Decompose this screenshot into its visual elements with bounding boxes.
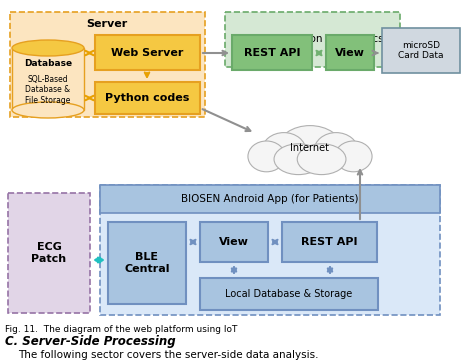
Ellipse shape <box>248 141 285 172</box>
Ellipse shape <box>12 40 84 56</box>
FancyBboxPatch shape <box>95 82 200 114</box>
Text: Web Server: Web Server <box>111 48 184 57</box>
Text: Server: Server <box>86 19 128 29</box>
Text: View: View <box>219 237 249 247</box>
Text: REST API: REST API <box>244 48 300 57</box>
Text: ECG
Patch: ECG Patch <box>31 242 66 264</box>
Ellipse shape <box>12 102 84 118</box>
Text: BLE
Central: BLE Central <box>124 252 170 274</box>
Text: Web Application (for Medics): Web Application (for Medics) <box>237 34 387 45</box>
Text: The following sector covers the server-side data analysis.: The following sector covers the server-s… <box>18 350 319 360</box>
FancyBboxPatch shape <box>225 12 400 67</box>
Ellipse shape <box>274 144 323 175</box>
FancyBboxPatch shape <box>95 35 200 70</box>
Ellipse shape <box>262 132 306 169</box>
Text: Python codes: Python codes <box>105 93 190 103</box>
FancyBboxPatch shape <box>382 28 460 73</box>
Text: BIOSEN Android App (for Patients): BIOSEN Android App (for Patients) <box>181 194 359 204</box>
FancyBboxPatch shape <box>100 185 440 315</box>
FancyBboxPatch shape <box>108 222 186 304</box>
Text: Fig. 11.  The diagram of the web platform using IoT: Fig. 11. The diagram of the web platform… <box>5 325 237 334</box>
FancyBboxPatch shape <box>232 35 312 70</box>
Ellipse shape <box>297 144 346 175</box>
Ellipse shape <box>314 132 358 169</box>
Text: SQL-Based
Database &
File Storage: SQL-Based Database & File Storage <box>25 75 71 105</box>
FancyBboxPatch shape <box>100 185 440 213</box>
Text: C. Server-Side Processing: C. Server-Side Processing <box>5 335 176 348</box>
FancyBboxPatch shape <box>8 193 90 313</box>
FancyBboxPatch shape <box>200 222 268 262</box>
FancyBboxPatch shape <box>326 35 374 70</box>
Text: REST API: REST API <box>301 237 358 247</box>
FancyBboxPatch shape <box>10 12 205 117</box>
Text: Internet: Internet <box>291 143 329 153</box>
Text: microSD
Card Data: microSD Card Data <box>398 41 444 60</box>
Text: Local Database & Storage: Local Database & Storage <box>225 289 353 299</box>
FancyBboxPatch shape <box>282 222 377 262</box>
FancyBboxPatch shape <box>200 278 378 310</box>
Text: Database: Database <box>24 60 72 69</box>
Text: View: View <box>335 48 365 57</box>
Ellipse shape <box>335 141 372 172</box>
Ellipse shape <box>278 126 342 170</box>
FancyBboxPatch shape <box>12 48 84 110</box>
